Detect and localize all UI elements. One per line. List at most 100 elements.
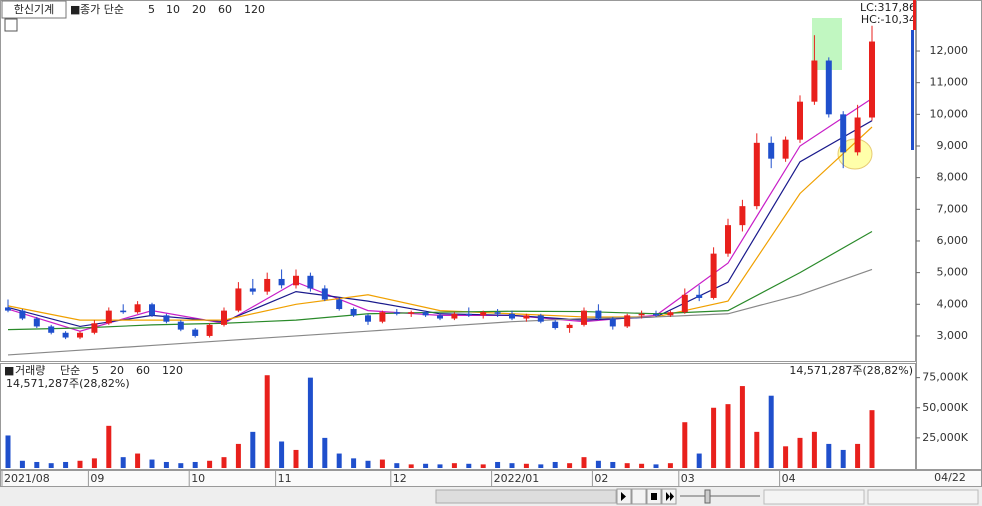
y-tick-label: 11,000 bbox=[930, 76, 969, 89]
candle-body bbox=[5, 307, 11, 311]
volume-bar bbox=[552, 461, 558, 468]
volume-bar bbox=[711, 407, 717, 468]
volume-bar bbox=[423, 463, 429, 468]
volume-bar bbox=[696, 453, 702, 468]
volume-bar bbox=[783, 446, 789, 468]
legend-entry: 10 bbox=[166, 3, 180, 16]
candle-body bbox=[465, 313, 472, 316]
x-tick-label: 10 bbox=[191, 472, 205, 485]
icon bbox=[666, 492, 674, 501]
candle-body bbox=[552, 321, 559, 329]
candle-body bbox=[825, 60, 832, 115]
volume-bar bbox=[523, 463, 529, 468]
volume-current-right: 14,571,287주(28,82%) bbox=[789, 364, 913, 377]
volume-bar bbox=[682, 422, 688, 468]
y-tick-label: 7,000 bbox=[937, 202, 969, 215]
y-tick-label: 6,000 bbox=[937, 234, 969, 247]
candle-body bbox=[77, 332, 83, 338]
grid-icon[interactable] bbox=[4, 18, 18, 32]
legend-entry: 5 bbox=[92, 364, 99, 377]
volume-bar bbox=[250, 431, 256, 468]
candle-body bbox=[149, 304, 155, 316]
volume-bar bbox=[322, 437, 328, 468]
candle-body bbox=[134, 304, 141, 313]
volume-title: 거래량 bbox=[15, 364, 45, 377]
legend-entry: 5 bbox=[148, 3, 155, 16]
x-tick-label: 11 bbox=[278, 472, 292, 485]
volume-bar bbox=[466, 463, 472, 468]
y-tick-label: 9,000 bbox=[937, 139, 969, 152]
x-tick-label: 2021/08 bbox=[4, 472, 50, 485]
candle-body bbox=[667, 312, 674, 316]
volume-bar bbox=[451, 463, 457, 468]
candle-body bbox=[739, 206, 746, 226]
scroll-thumb[interactable] bbox=[435, 489, 617, 504]
y-tick-label: 5,000 bbox=[937, 266, 969, 279]
candle-body bbox=[653, 313, 659, 316]
bullet: ■ bbox=[4, 364, 14, 377]
y-tick-label: 50,000K bbox=[922, 401, 968, 414]
volume-bar bbox=[581, 457, 587, 468]
candle-body bbox=[869, 41, 875, 118]
candle-body bbox=[725, 225, 731, 254]
candle-body bbox=[365, 315, 371, 322]
volume-bar bbox=[207, 460, 213, 468]
toolbar[interactable] bbox=[867, 489, 979, 505]
price-legend: 5 10 20 60 120 bbox=[148, 3, 265, 16]
y-tick-label: 3,000 bbox=[937, 329, 969, 342]
candle-body bbox=[19, 310, 26, 319]
toolbar[interactable] bbox=[763, 489, 865, 505]
candle-body bbox=[105, 310, 112, 324]
candle-body bbox=[163, 315, 170, 322]
volume-bar bbox=[567, 463, 573, 468]
volume-bar bbox=[351, 458, 357, 468]
volume-bar bbox=[754, 431, 760, 468]
volume-bar bbox=[869, 410, 875, 468]
volume-current: 14,571,287주(28,82%) bbox=[6, 377, 130, 390]
candle-body bbox=[350, 309, 357, 316]
volume-bar bbox=[797, 437, 803, 468]
button[interactable] bbox=[631, 488, 647, 505]
volume-bar bbox=[538, 464, 544, 468]
volume-bar bbox=[811, 431, 817, 468]
candle-body bbox=[336, 299, 343, 310]
candle-body bbox=[307, 275, 314, 289]
candle-body bbox=[523, 315, 530, 319]
candle-body bbox=[393, 312, 400, 314]
volume-panel bbox=[0, 363, 916, 470]
stock-name: 한신기계 bbox=[14, 3, 54, 16]
candle-body bbox=[811, 60, 818, 102]
volume-bar bbox=[106, 425, 112, 468]
candle-body bbox=[235, 288, 242, 311]
stock-name-box[interactable] bbox=[1, 0, 67, 19]
candle-body bbox=[494, 312, 501, 314]
volume-bar bbox=[365, 460, 371, 468]
candle-body bbox=[753, 142, 760, 207]
candle-body bbox=[624, 315, 631, 327]
volume-bar bbox=[91, 458, 97, 468]
volume-bar bbox=[336, 453, 342, 468]
volume-bar bbox=[264, 375, 270, 468]
volume-bar bbox=[639, 463, 645, 468]
zoom-handle[interactable] bbox=[704, 489, 711, 504]
icon bbox=[651, 493, 657, 500]
volume-bar bbox=[149, 459, 155, 468]
candle-body bbox=[797, 101, 803, 140]
cursor-date: 04/22 bbox=[934, 471, 966, 484]
volume-bar bbox=[595, 460, 601, 468]
candle-body bbox=[192, 329, 199, 336]
hc-bar bbox=[911, 30, 914, 150]
x-tick-label: 04 bbox=[782, 472, 796, 485]
candle-body bbox=[480, 312, 487, 316]
candle-body bbox=[33, 318, 40, 327]
y-tick-label: 10,000 bbox=[930, 107, 969, 120]
candle-body bbox=[566, 324, 573, 329]
x-tick-label: 09 bbox=[90, 472, 104, 485]
candle-body bbox=[638, 313, 645, 316]
lc-label: LC:317,86 bbox=[860, 1, 916, 14]
volume-bar bbox=[135, 453, 141, 468]
candle-body bbox=[710, 253, 717, 298]
volume-ma-label: 단순 bbox=[60, 364, 80, 377]
candle-body bbox=[249, 288, 256, 292]
ma-line bbox=[7, 268, 873, 356]
